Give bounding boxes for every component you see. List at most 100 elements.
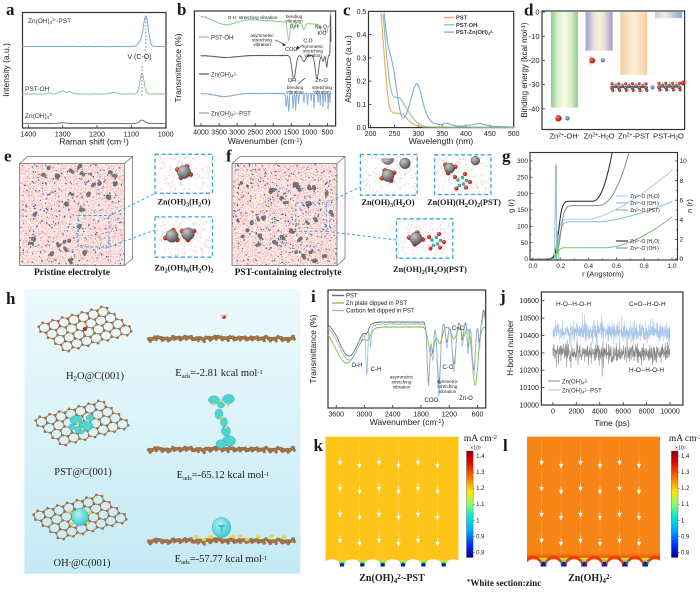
svg-text:f: f	[226, 147, 232, 166]
svg-text:0.8: 0.8	[476, 551, 485, 557]
svg-text:OH-: OH-	[288, 78, 298, 84]
svg-text:Zn(OH)3(H2O): Zn(OH)3(H2O)	[361, 198, 414, 209]
svg-text:Wavenumber (cm-1): Wavenumber (cm-1)	[370, 417, 445, 427]
svg-text:Wavenumber (cm-1): Wavenumber (cm-1)	[228, 136, 303, 146]
svg-text:0.9: 0.9	[476, 534, 485, 540]
svg-text:C=C: C=C	[452, 326, 465, 332]
svg-text:PST-OH-: PST-OH-	[25, 85, 51, 93]
svg-text:1800: 1800	[413, 411, 429, 418]
svg-text:C-H: C-H	[371, 367, 382, 373]
svg-text:l: l	[503, 436, 508, 455]
svg-text:10200: 10200	[519, 368, 539, 375]
svg-text:4000: 4000	[592, 408, 608, 415]
svg-text:asymmetric: asymmetric	[390, 375, 414, 380]
svg-text:200: 200	[517, 191, 528, 198]
svg-text:0.1: 0.1	[357, 102, 367, 109]
svg-text:O-H: O-H	[290, 24, 298, 29]
svg-text:PST@C(001): PST@C(001)	[54, 467, 112, 478]
svg-text:-40: -40	[529, 104, 540, 113]
svg-text:PST-OH-: PST-OH-	[456, 23, 479, 29]
svg-text:10000: 10000	[660, 408, 680, 415]
svg-text:1.1: 1.1	[476, 502, 485, 508]
svg-text:b: b	[177, 0, 186, 19]
svg-text:8000: 8000	[639, 408, 655, 415]
svg-text:0: 0	[524, 256, 528, 263]
svg-text:vibration: vibration	[313, 90, 331, 95]
svg-text:Zn2+-O (OH-): Zn2+-O (OH-)	[630, 246, 659, 252]
svg-text:Zn2+-OH-: Zn2+-OH-	[549, 132, 579, 141]
svg-text:Zn(OH)42--PST: Zn(OH)42--PST	[28, 17, 71, 25]
svg-text:10100: 10100	[519, 385, 539, 392]
svg-text:c: c	[343, 1, 351, 20]
svg-text:Zn(OH)42-: Zn(OH)42-	[562, 378, 589, 385]
svg-text:2400: 2400	[385, 411, 401, 418]
svg-text:k: k	[314, 436, 324, 455]
svg-text:4: 4	[680, 217, 684, 224]
svg-text:PST-H2O: PST-H2O	[653, 132, 684, 142]
svg-text:Zn2+-O (PST): Zn2+-O (PST)	[630, 208, 660, 214]
svg-text:Intensity (a.u.): Intensity (a.u.)	[1, 43, 11, 97]
svg-text:COO-: COO-	[424, 397, 440, 404]
svg-text:Zn(OH)3(H2O): Zn(OH)3(H2O)	[157, 198, 210, 209]
svg-text:600: 600	[472, 411, 484, 418]
svg-text:vibration: vibration	[253, 42, 271, 47]
svg-text:1.2: 1.2	[681, 486, 690, 492]
svg-text:mA cm-2: mA cm-2	[464, 434, 497, 444]
svg-text:1100: 1100	[124, 129, 139, 138]
svg-text:a: a	[6, 0, 15, 19]
svg-text:H-bond number: H-bond number	[506, 320, 515, 376]
svg-text:450: 450	[484, 131, 496, 138]
svg-text:vibration: vibration	[285, 19, 303, 24]
svg-text:Time (ps): Time (ps)	[594, 418, 630, 428]
svg-text:1.0: 1.0	[667, 263, 676, 270]
svg-text:300: 300	[517, 158, 528, 165]
svg-text:stretching: stretching	[438, 384, 458, 389]
svg-text:Carbon felt dipped in PST: Carbon felt dipped in PST	[346, 309, 415, 315]
svg-text:1400: 1400	[20, 129, 36, 138]
svg-text:g (r): g (r)	[507, 199, 516, 213]
svg-text:V (C-O): V (C-O)	[127, 54, 151, 61]
svg-text:Zn(OH)42-: Zn(OH)42-	[25, 112, 54, 120]
svg-text:Eads=-2.81 kcal mol-1: Eads=-2.81 kcal mol-1	[175, 368, 262, 380]
svg-text:6000: 6000	[615, 408, 631, 415]
svg-text:10000: 10000	[519, 403, 539, 410]
svg-text:*White section:zinc: *White section:zinc	[467, 578, 541, 588]
svg-text:C-O: C-O	[443, 365, 454, 371]
svg-text:h: h	[6, 289, 16, 308]
svg-text:i: i	[311, 287, 316, 306]
svg-text:10300: 10300	[519, 350, 539, 357]
svg-text:asymmetric: asymmetric	[250, 33, 274, 38]
svg-text:×103: ×103	[675, 445, 685, 451]
svg-text:1: 1	[476, 518, 480, 524]
svg-text:-20: -20	[529, 56, 540, 65]
svg-text:1.3: 1.3	[476, 470, 485, 476]
svg-text:Absorbance (a.u.): Absorbance (a.u.)	[343, 35, 353, 103]
svg-text:PST-containing electrolyte: PST-containing electrolyte	[235, 268, 342, 278]
svg-text:H-O--H-O-H: H-O--H-O-H	[556, 301, 591, 308]
svg-text:2: 2	[680, 237, 684, 244]
svg-text:1.4: 1.4	[681, 454, 690, 460]
svg-text:symmetric: symmetric	[303, 44, 325, 49]
svg-text:Zn plate dipped in PST: Zn plate dipped in PST	[346, 301, 407, 307]
svg-text:10600: 10600	[519, 298, 539, 305]
svg-text:Zn2+-O (H2O): Zn2+-O (H2O)	[630, 194, 660, 200]
svg-text:vibration: vibration	[286, 90, 304, 95]
svg-text:vibration: vibration	[304, 53, 322, 58]
svg-text:0: 0	[551, 408, 555, 415]
svg-text:500: 500	[322, 129, 334, 136]
svg-text:Zn(OH)(H2O)2(PST): Zn(OH)(H2O)2(PST)	[427, 198, 501, 209]
svg-text:Wavelength (nm): Wavelength (nm)	[409, 136, 474, 146]
svg-text:Zn2(OH)6(H2O)2: Zn2(OH)6(H2O)2	[154, 264, 213, 275]
svg-text:0: 0	[535, 8, 539, 17]
svg-text:e: e	[4, 147, 12, 166]
svg-text:3000: 3000	[357, 411, 373, 418]
svg-text:1: 1	[681, 518, 685, 524]
svg-text:Zn(OH)42-: Zn(OH)42-	[211, 71, 238, 78]
svg-text:mA cm-2: mA cm-2	[669, 434, 700, 444]
svg-text:Eads=-57.77 kcal mol-1: Eads=-57.77 kcal mol-1	[175, 554, 268, 566]
svg-text:O-H: O-H	[228, 15, 236, 20]
svg-text:stretching: stretching	[303, 49, 323, 54]
svg-text:Raman shift (cm-1): Raman shift (cm-1)	[59, 137, 129, 147]
svg-text:1.2: 1.2	[476, 486, 485, 492]
svg-text:r (Angstorm): r (Angstorm)	[582, 270, 624, 279]
